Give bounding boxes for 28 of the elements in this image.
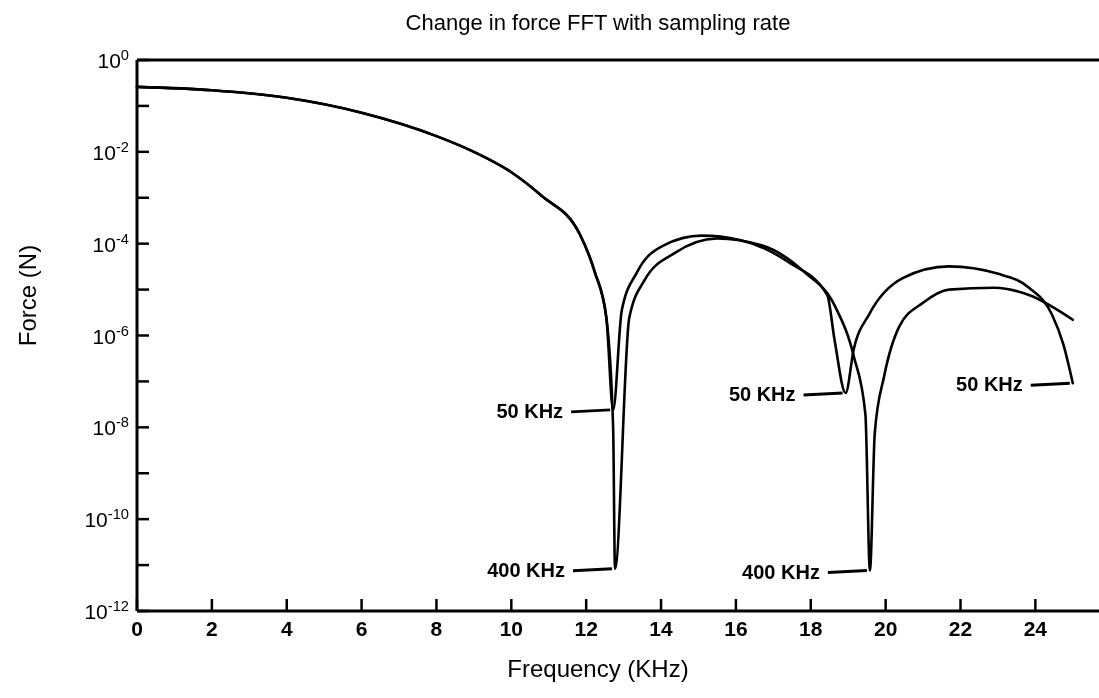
y-tick-label: 10$^{-10}$ [84, 506, 129, 532]
x-tick-label: 0 [131, 617, 143, 640]
annotation: 400 KHz [487, 558, 566, 581]
y-tick-label: 10$^{-8}$ [92, 414, 129, 440]
y-tick-label: 10$^{-6}$ [92, 322, 129, 348]
annotation: 400 KHz [742, 560, 820, 583]
x-tick-label: 24 [1023, 617, 1048, 640]
x-tick-label: 8 [430, 617, 443, 640]
chart-title: Change in force FFT with sampling rate [405, 10, 791, 35]
y-axis-title: Force (N) [14, 244, 41, 347]
x-tick-label: 6 [355, 617, 368, 640]
x-tick-label: 12 [574, 617, 598, 640]
y-tick-label: 10$^{0}$ [97, 47, 129, 72]
x-tick-label: 4 [280, 617, 293, 640]
y-tick-label: 10$^{-12}$ [84, 598, 129, 623]
y-tick-label: 10$^{-2}$ [92, 138, 129, 164]
annotation: 50 KHz [728, 382, 796, 405]
y-tick-label: 10$^{-4}$ [92, 230, 129, 256]
x-tick-label: 16 [724, 617, 748, 640]
x-tick-label: 20 [873, 617, 898, 640]
x-tick-label: 10 [499, 617, 523, 640]
x-tick-label: 2 [206, 617, 218, 640]
x-axis-title: Frequency (KHz) [507, 655, 689, 682]
x-tick-label: 18 [799, 617, 823, 640]
x-tick-label: 14 [649, 617, 674, 640]
annotation: 50 KHz [956, 373, 1023, 396]
annotation: 50 KHz [496, 399, 564, 422]
x-tick-label: 22 [948, 617, 973, 640]
